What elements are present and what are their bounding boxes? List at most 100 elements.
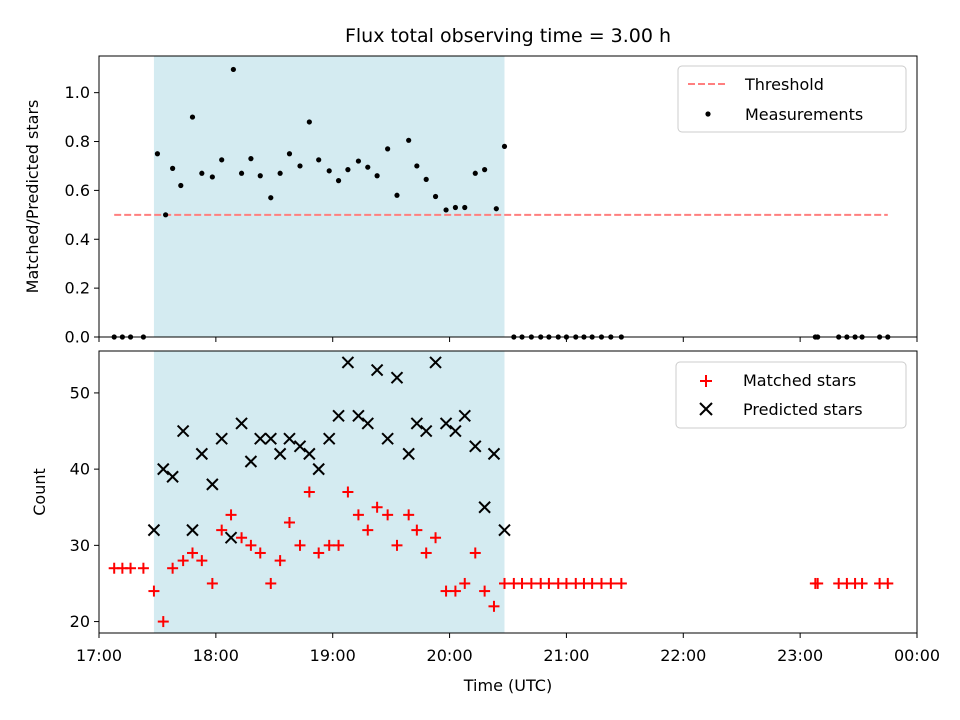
predicted-point [264, 432, 277, 445]
legend-measurements-label: Measurements [745, 105, 863, 124]
predicted-point [410, 417, 424, 430]
predicted-point [235, 417, 248, 430]
predicted-point [439, 417, 453, 430]
matched-point [313, 547, 325, 559]
chart-title: Flux total observing time = 3.00 h [345, 25, 671, 47]
measurement-point [230, 66, 236, 73]
predicted-point [195, 447, 209, 461]
predicted-point [487, 447, 501, 461]
predicted-point [323, 432, 336, 445]
matched-point [371, 501, 383, 513]
matched-point [342, 486, 354, 498]
matched-point [225, 509, 237, 521]
bot-ytick-label: 50 [70, 383, 90, 402]
count-y-axis-label: Count [30, 468, 49, 516]
matched-point [303, 486, 315, 498]
matched-point [449, 585, 461, 597]
matched-point [245, 539, 257, 551]
predicted-point [429, 356, 442, 369]
measurement-point [238, 170, 245, 176]
ratio-y-axis-label: Matched/Predicted stars [23, 100, 42, 294]
top-ytick-label: 0.6 [65, 181, 90, 200]
matched-point [488, 600, 500, 612]
matched-point [430, 532, 442, 544]
predicted-point [157, 462, 170, 476]
measurement-point [268, 195, 274, 201]
measurement-point [306, 119, 312, 125]
measurement-point [443, 207, 449, 213]
ratio-x-ticks [98, 337, 918, 342]
predicted-point [332, 409, 345, 422]
measurement-point [277, 170, 283, 176]
predicted-point [224, 531, 238, 544]
measurement-point [423, 176, 429, 182]
legend-measurements-swatch [705, 111, 711, 117]
measurement-point [170, 165, 176, 171]
count-marks [108, 356, 894, 628]
matched-point [186, 547, 198, 559]
measurement-point [326, 168, 332, 174]
measurement-point [462, 204, 468, 211]
legend-predicted-swatch [699, 402, 713, 416]
matched-point [157, 616, 169, 628]
measurement-point [316, 157, 322, 163]
measurement-point [345, 167, 351, 173]
bot-xtick-label: 17:00 [76, 646, 122, 665]
matched-point [595, 577, 607, 589]
ratio-legend-box [677, 65, 907, 133]
predicted-point [458, 409, 471, 422]
matched-point [469, 547, 481, 559]
predicted-point [206, 478, 219, 491]
predicted-point [498, 523, 511, 537]
matched-point [333, 539, 345, 551]
matched-point [586, 577, 598, 589]
predicted-point [283, 432, 296, 445]
measurement-point [452, 204, 459, 211]
matched-point [615, 577, 627, 589]
matched-point [254, 547, 266, 559]
predicted-point [186, 523, 199, 537]
measurement-point [178, 182, 184, 189]
matched-point [440, 585, 452, 597]
measurement-point [219, 157, 225, 163]
measurement-point [154, 151, 161, 157]
matched-point [362, 524, 374, 536]
matched-point [479, 585, 491, 597]
measurement-point [297, 163, 303, 169]
legend-predicted-label: Predicted stars [743, 400, 863, 419]
predicted-point [402, 447, 415, 461]
bot-xtick-label: 23:00 [777, 646, 823, 665]
count-legend: Matched stars Predicted stars [675, 361, 907, 429]
count-x-axis: 17:00 18:00 19:00 20:00 21:00 22:00 23:00 00:00 [76, 633, 940, 665]
measurement-point [394, 192, 400, 198]
measurement-point [406, 137, 412, 143]
bot-ytick-label: 40 [70, 460, 90, 479]
matched-point [882, 577, 894, 589]
matched-point [167, 562, 179, 574]
matched-point [265, 577, 277, 589]
bot-xtick-label: 20:00 [427, 646, 473, 665]
predicted-point [478, 501, 491, 514]
measurement-point [286, 151, 293, 157]
matched-point [206, 577, 218, 589]
matched-point [391, 539, 403, 551]
measurement-point [163, 212, 169, 218]
matched-point [543, 577, 555, 589]
predicted-point [469, 440, 482, 453]
measurement-point [257, 173, 263, 179]
predicted-point [303, 447, 316, 461]
measurement-point [385, 146, 391, 152]
matched-point [516, 577, 528, 589]
predicted-point [370, 363, 384, 377]
matched-point [459, 577, 471, 589]
bot-xtick-label: 22:00 [660, 646, 706, 665]
predicted-point [176, 424, 190, 438]
predicted-point [254, 432, 267, 445]
measurement-point [209, 174, 215, 180]
legend-matched-label: Matched stars [743, 371, 856, 390]
predicted-point [166, 470, 179, 483]
measurement-point [248, 156, 254, 162]
matched-point [498, 577, 510, 589]
matched-point [294, 539, 306, 551]
